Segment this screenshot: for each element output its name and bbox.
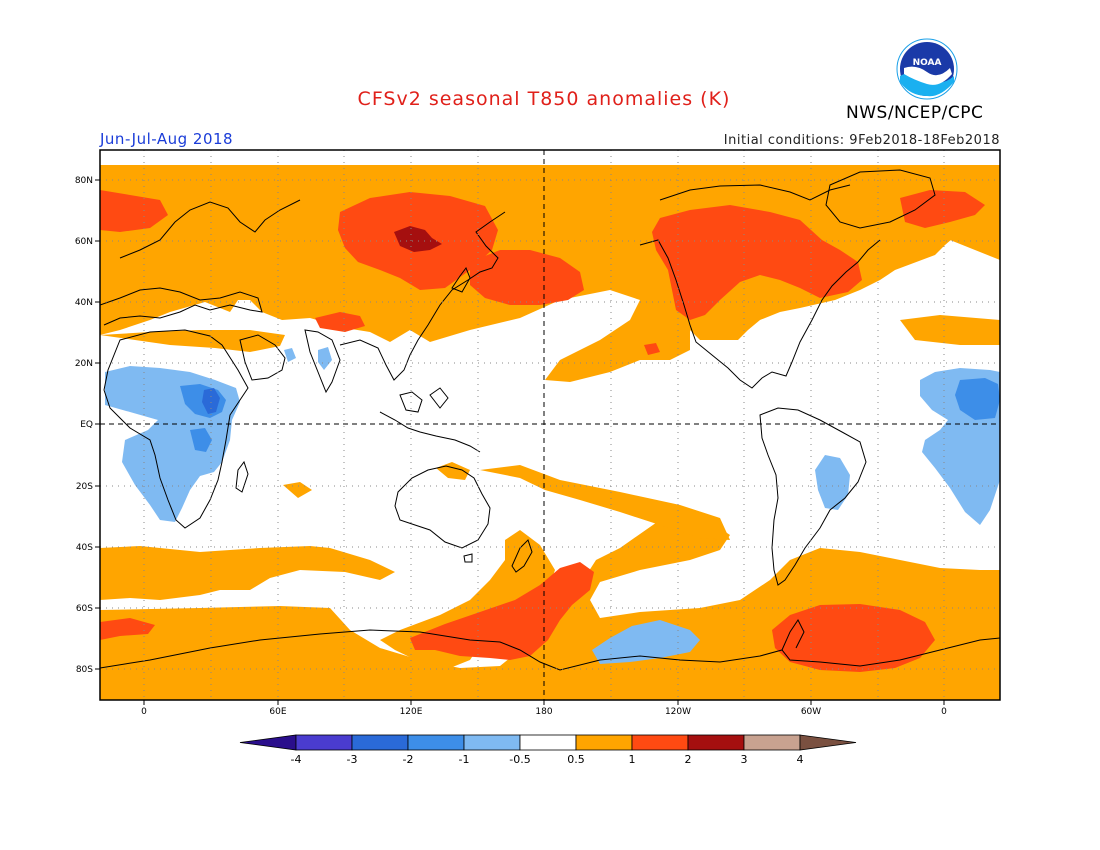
map-panel bbox=[100, 150, 1000, 700]
colorbar-label: -0.5 bbox=[509, 753, 530, 766]
colorbar-segment bbox=[407, 734, 465, 751]
lat-label: EQ bbox=[80, 420, 93, 430]
lon-label: 60E bbox=[269, 707, 286, 717]
forecast-period: Jun-Jul-Aug 2018 bbox=[100, 130, 234, 148]
colorbar: -4 -3 -2 -1 -0.5 0.5 1 2 3 4 bbox=[239, 734, 857, 766]
colorbar-label: -1 bbox=[459, 753, 470, 766]
lat-label: 60S bbox=[76, 604, 93, 614]
colorbar-segment bbox=[799, 734, 857, 751]
lon-label: 180 bbox=[535, 707, 552, 717]
coastlines bbox=[100, 169, 1000, 671]
colorbar-label: 1 bbox=[629, 753, 636, 766]
lon-label: 120W bbox=[665, 707, 691, 717]
lat-label: 20S bbox=[76, 482, 93, 492]
colorbar-label: 0.5 bbox=[567, 753, 585, 766]
lat-labels: 80N 60N 40N 20N EQ 20S 40S 60S 80S bbox=[75, 176, 100, 675]
colorbar-label: -3 bbox=[347, 753, 358, 766]
lat-label: 40N bbox=[75, 298, 93, 308]
lon-label: 60W bbox=[801, 707, 821, 717]
colorbar-label: -4 bbox=[291, 753, 302, 766]
map-frame bbox=[99, 149, 1001, 701]
agency-label: NWS/NCEP/CPC bbox=[846, 103, 984, 123]
lon-label: 0 bbox=[941, 707, 947, 717]
lat-label: 40S bbox=[76, 543, 93, 553]
colorbar-segment bbox=[575, 734, 633, 751]
colorbar-segment bbox=[687, 734, 745, 751]
logo-text: NOAA bbox=[913, 58, 942, 68]
colorbar-segment bbox=[295, 734, 353, 751]
noaa-logo-icon: NOAA bbox=[896, 38, 958, 100]
anomaly-2-3-regions bbox=[394, 226, 442, 252]
anomaly-neg2-neg3-regions bbox=[202, 388, 220, 414]
initial-conditions: Initial conditions: 9Feb2018-18Feb2018 bbox=[723, 133, 1000, 148]
lat-label: 80N bbox=[75, 176, 93, 186]
map-title: CFSv2 seasonal T850 anomalies (K) bbox=[357, 88, 731, 110]
colorbar-segment bbox=[519, 734, 577, 751]
lon-labels: 0 60E 120E 180 120W 60W 0 bbox=[141, 700, 947, 717]
colorbar-label: 2 bbox=[685, 753, 692, 766]
equator-dateline bbox=[100, 150, 1000, 700]
colorbar-label: -2 bbox=[403, 753, 414, 766]
lat-label: 60N bbox=[75, 237, 93, 247]
colorbar-segment bbox=[743, 734, 801, 751]
gridlines bbox=[100, 150, 1000, 700]
colorbar-segment bbox=[631, 734, 689, 751]
lon-label: 120E bbox=[400, 707, 423, 717]
colorbar-segment bbox=[239, 734, 297, 751]
lat-label: 80S bbox=[76, 665, 93, 675]
lat-label: 20N bbox=[75, 359, 93, 369]
colorbar-segment bbox=[463, 734, 521, 751]
colorbar-label: 3 bbox=[741, 753, 748, 766]
colorbar-label: 4 bbox=[797, 753, 804, 766]
lon-label: 0 bbox=[141, 707, 147, 717]
colorbar-segment bbox=[351, 734, 409, 751]
